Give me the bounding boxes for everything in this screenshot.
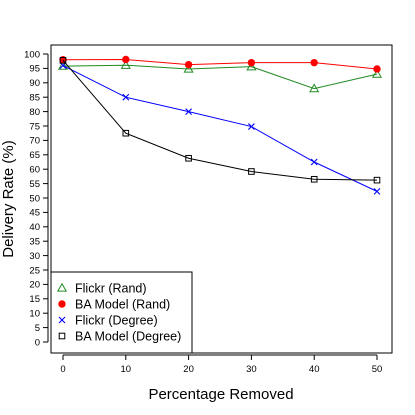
y-tick-label: 30 [29, 251, 40, 262]
data-point [371, 68, 383, 78]
data-point [247, 58, 256, 67]
x-tick-label: 20 [183, 364, 194, 375]
series-ba-model-rand [59, 55, 381, 73]
legend-item: BA Model (Rand) [58, 298, 170, 312]
marker-stroke [122, 93, 130, 101]
y-tick-label: 15 [29, 294, 40, 305]
data-point [248, 123, 255, 130]
y-tick-label: 70 [29, 136, 40, 147]
legend-marker [58, 300, 66, 308]
legend-box [50, 271, 193, 354]
data-point [57, 60, 69, 70]
legend-marker [58, 316, 66, 324]
x-tick-label: 0 [60, 364, 65, 375]
legend-item: BA Model (Degree) [58, 330, 181, 344]
y-tick-label: 95 [29, 64, 40, 75]
y-tick-label: 55 [29, 179, 40, 190]
series-line [62, 64, 378, 90]
y-tick-label: 40 [29, 222, 40, 233]
series-line [62, 65, 378, 192]
data-point [310, 158, 318, 166]
data-point [122, 129, 130, 137]
y-tick-label: 10 [29, 309, 40, 320]
y-tick-label: 85 [29, 93, 40, 104]
y-tick-label: 90 [29, 78, 40, 89]
data-point [248, 168, 255, 175]
data-point [373, 187, 381, 195]
y-tick-label: 60 [29, 165, 40, 176]
legend-label: Flickr (Rand) [75, 282, 147, 296]
series-group [57, 55, 383, 195]
legend-label: BA Model (Degree) [75, 330, 181, 344]
marker-stroke [58, 316, 66, 324]
data-point [185, 108, 192, 115]
data-point [310, 175, 318, 183]
data-point [310, 58, 318, 67]
series-line [62, 60, 378, 181]
data-point [246, 61, 257, 71]
data-point [373, 176, 381, 184]
data-point [59, 57, 67, 64]
y-tick-label: 80 [29, 107, 40, 118]
marker-stroke [185, 108, 192, 115]
series-ba-model-degree [59, 57, 381, 184]
data-point [309, 83, 320, 93]
data-point [185, 154, 192, 162]
marker-stroke [248, 123, 255, 130]
y-tick-label: 35 [29, 237, 40, 248]
series-line [62, 58, 378, 70]
data-point [122, 93, 130, 101]
x-tick-label: 30 [246, 364, 257, 375]
y-tick-label: 75 [29, 121, 40, 132]
y-tick-label: 0 [35, 337, 40, 348]
legend-label: BA Model (Rand) [75, 298, 170, 312]
data-point [183, 63, 194, 73]
y-tick-label: 5 [35, 323, 40, 334]
y-tick-label: 45 [29, 208, 40, 219]
x-axis-title: Percentage Removed [148, 386, 293, 403]
x-tick-label: 50 [372, 364, 383, 375]
y-tick-label: 65 [29, 150, 40, 161]
data-point [122, 55, 130, 64]
data-point [373, 65, 381, 73]
plot-frame [50, 44, 393, 354]
x-tick-label: 40 [309, 364, 320, 375]
legend-item: Flickr (Rand) [56, 282, 147, 296]
x-tick-label: 10 [121, 364, 132, 375]
legend-label: Flickr (Degree) [75, 314, 158, 328]
legend-marker [56, 282, 68, 292]
marker-stroke [310, 158, 318, 166]
series-flickr-rand [57, 60, 383, 93]
legend: Flickr (Rand) BA Model (Rand) Flickr (Degr… [50, 271, 193, 354]
legend-item: Flickr (Degree) [58, 314, 158, 328]
legend-marker [58, 332, 66, 340]
series-flickr-degree [59, 62, 381, 195]
axes: 0 10 20 30 40 50 0 5 10 15 20 25 30 35 40 45 50 55 60 65 70 7… [24, 49, 382, 375]
marker-stroke [373, 187, 381, 195]
y-tick-label: 20 [29, 280, 40, 291]
y-axis-title: Delivery Rate (%) [0, 140, 17, 258]
data-point [120, 60, 131, 69]
data-point [184, 60, 193, 69]
y-tick-label: 100 [24, 49, 40, 60]
y-tick-label: 50 [29, 193, 40, 204]
y-tick-label: 25 [29, 265, 40, 276]
